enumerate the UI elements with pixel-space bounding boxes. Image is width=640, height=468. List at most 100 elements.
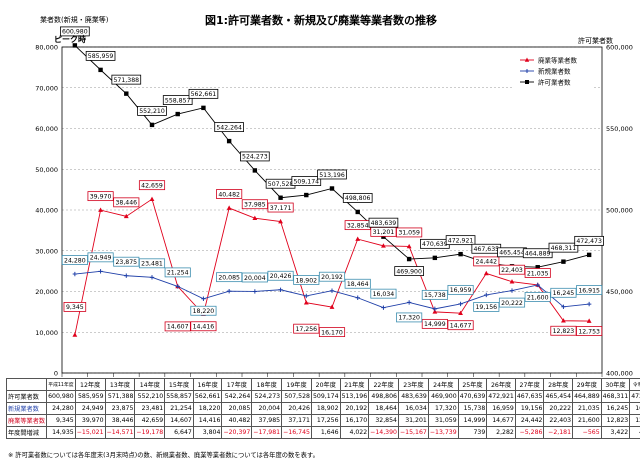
data-label: 15,738 xyxy=(421,289,448,300)
table-cell: −2,181 xyxy=(543,426,574,439)
data-label: 14,416 xyxy=(190,321,217,332)
left-tick-label: 10,000 xyxy=(35,329,58,337)
data-point xyxy=(124,91,129,96)
table-cell: 12,823 xyxy=(600,414,631,427)
data-label-text: 16,959 xyxy=(450,287,472,294)
table-cell: 571,388 xyxy=(104,390,136,403)
data-label-text: 472,921 xyxy=(448,237,474,244)
data-label-text: 464,889 xyxy=(525,251,551,258)
data-point xyxy=(252,215,258,221)
table-cell: 4,162 xyxy=(629,426,640,439)
table-cell: 32,854 xyxy=(368,414,399,427)
data-label-box xyxy=(111,74,142,85)
table-cell: 524,273 xyxy=(251,390,283,403)
data-label-box xyxy=(574,235,604,246)
table-cell: 464,889 xyxy=(572,390,602,403)
data-label: 472,473 xyxy=(574,235,604,246)
data-label: 562,661 xyxy=(188,88,219,99)
table-cell: 3,804 xyxy=(192,426,223,439)
data-point xyxy=(406,256,412,262)
data-point xyxy=(329,186,335,191)
data-label-text: 542,264 xyxy=(216,124,242,131)
data-point xyxy=(561,259,566,264)
data-label: 14,999 xyxy=(421,318,448,329)
data-label-box xyxy=(291,176,322,186)
table-cell: 739 xyxy=(457,426,488,439)
data-label-box xyxy=(190,321,217,332)
table-cell: 468,311 xyxy=(600,390,631,403)
data-point xyxy=(458,301,463,307)
data-label: 24,949 xyxy=(87,252,114,263)
table-cell: −15,167 xyxy=(398,426,429,439)
data-label-text: 14,416 xyxy=(193,324,215,331)
data-point xyxy=(149,275,155,280)
table-cell: 24,442 xyxy=(514,414,545,427)
table-cell: −15,021 xyxy=(74,426,106,439)
data-label-box xyxy=(60,26,90,37)
table-cell: 470,639 xyxy=(457,390,488,403)
peak-label: ピーク時 xyxy=(54,35,86,44)
data-label-text: 14,607 xyxy=(167,324,189,331)
data-label-text: 22,403 xyxy=(501,267,523,274)
table-year-header: 28年度 xyxy=(543,378,574,391)
table-cell: 14,416 xyxy=(192,414,223,427)
data-label-box xyxy=(550,325,577,336)
data-label-text: 585,959 xyxy=(88,53,114,60)
data-point xyxy=(355,209,360,215)
data-label-text: 15,738 xyxy=(424,292,446,299)
table-cell: 31,059 xyxy=(427,414,459,427)
table-year-header: 29年度 xyxy=(572,378,602,391)
data-label-text: 12,753 xyxy=(578,328,600,335)
table-year-header: 30年度 xyxy=(600,378,631,391)
table-cell: 2,282 xyxy=(486,426,516,439)
table-cell: −20,397 xyxy=(221,426,253,439)
data-label-box xyxy=(63,302,87,312)
table-cell: 498,806 xyxy=(368,390,399,403)
table-cell: 14,607 xyxy=(164,414,194,427)
table-year-header: 23年度 xyxy=(398,378,429,391)
table-year-header: 20年度 xyxy=(310,378,341,391)
data-point xyxy=(149,122,155,128)
data-label-box xyxy=(473,256,500,267)
table-cell: 17,320 xyxy=(427,402,459,415)
data-label: 14,607 xyxy=(164,321,191,332)
data-label: 17,320 xyxy=(396,312,423,323)
table-cell: 469,900 xyxy=(427,390,459,403)
data-label: 18,464 xyxy=(344,278,371,289)
table-cell: 24,949 xyxy=(74,402,106,415)
table-cell: 38,446 xyxy=(104,414,136,427)
table-cell: −16,745 xyxy=(281,426,312,439)
data-label: 16,959 xyxy=(447,284,474,295)
data-point xyxy=(98,269,103,274)
table-cell: 465,454 xyxy=(543,390,574,403)
data-label-text: 24,442 xyxy=(475,259,497,266)
data-label: 585,959 xyxy=(85,50,116,61)
legend-label: 許可業者数 xyxy=(538,78,571,87)
data-label: 470,639 xyxy=(420,238,450,249)
table-cell: 507,528 xyxy=(281,390,312,403)
data-label: 468,311 xyxy=(548,242,579,253)
table-row: 年度間増減 14,935 −15,021 −14,571 −19,178 6,647 3,8… xyxy=(5,426,640,439)
data-point xyxy=(201,105,206,111)
data-label: 39,970 xyxy=(87,191,114,202)
table-year-header: 15年度 xyxy=(164,378,194,391)
table-row-label: 廃業等業者数 xyxy=(5,414,48,427)
table-cell: −17,981 xyxy=(251,426,283,439)
table-year-header: 27年度 xyxy=(514,378,545,391)
data-label-box xyxy=(138,180,166,191)
data-label-text: 37,171 xyxy=(270,205,292,212)
data-label-text: 12,823 xyxy=(553,328,575,335)
data-label-text: 21,600 xyxy=(527,294,549,301)
data-label: 17,256 xyxy=(293,323,320,334)
data-point xyxy=(123,213,129,219)
table-cell: 40,482 xyxy=(221,414,253,427)
data-label: 19,156 xyxy=(473,302,500,312)
table-year-header: 26年度 xyxy=(486,378,516,391)
table-cell: 18,464 xyxy=(368,402,399,415)
table-cell: 9,345 xyxy=(46,414,76,427)
data-label: 31,059 xyxy=(396,227,423,238)
data-label-text: 470,639 xyxy=(422,241,448,248)
data-label-text: 38,446 xyxy=(115,200,137,207)
data-label-box xyxy=(164,321,191,332)
